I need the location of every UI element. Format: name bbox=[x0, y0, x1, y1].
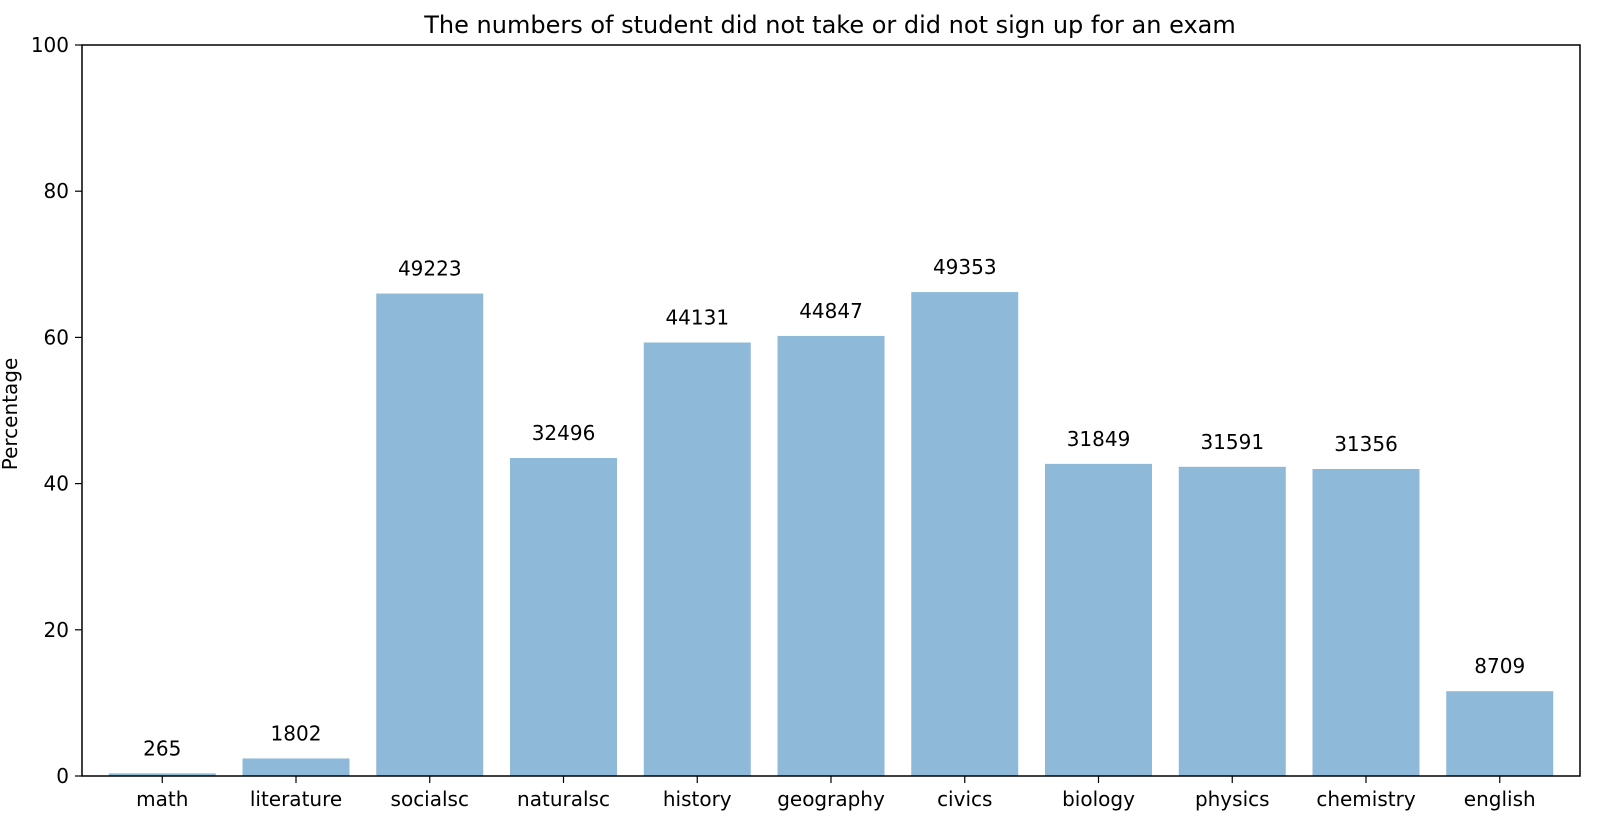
data-label-math: 265 bbox=[143, 736, 181, 760]
bar-english bbox=[1446, 691, 1554, 776]
plot-frame bbox=[81, 44, 1581, 777]
x-tick-label-physics: physics bbox=[1195, 787, 1270, 811]
bar-civics bbox=[911, 292, 1019, 776]
data-labels-group: 265 1802 49223 32496 44131 44847 49353 31849 315… bbox=[143, 255, 1525, 760]
chart-title: The numbers of student did not take or d… bbox=[423, 11, 1235, 39]
data-label-physics: 31591 bbox=[1200, 430, 1264, 454]
y-tick-label: 40 bbox=[44, 472, 69, 496]
data-label-english: 8709 bbox=[1474, 654, 1525, 678]
bar-biology bbox=[1045, 463, 1152, 776]
y-axis-label: Percentage bbox=[0, 358, 22, 471]
data-label-literature: 1802 bbox=[271, 721, 322, 745]
bar-socialsc bbox=[376, 293, 484, 776]
y-tick-label: 0 bbox=[56, 764, 69, 788]
y-tick-label: 100 bbox=[31, 33, 69, 57]
x-tick-label-literature: literature bbox=[250, 787, 342, 811]
y-axis-ticks: 0 20 40 60 80 100 bbox=[31, 33, 82, 788]
data-label-chemistry: 31356 bbox=[1334, 432, 1398, 456]
y-tick-label: 20 bbox=[44, 618, 69, 642]
bar-naturalsc bbox=[510, 458, 617, 776]
x-tick-label-geography: geography bbox=[777, 787, 885, 811]
data-label-naturalsc: 32496 bbox=[532, 421, 596, 445]
data-label-civics: 49353 bbox=[933, 255, 997, 279]
bars-group bbox=[108, 292, 1554, 776]
x-tick-label-history: history bbox=[663, 787, 732, 811]
bar-geography bbox=[777, 335, 885, 776]
data-label-geography: 44847 bbox=[799, 299, 863, 323]
bar-literature bbox=[242, 758, 350, 776]
x-tick-label-math: math bbox=[136, 787, 188, 811]
y-tick-label: 80 bbox=[44, 179, 69, 203]
x-tick-label-chemistry: chemistry bbox=[1316, 787, 1416, 811]
data-label-biology: 31849 bbox=[1067, 427, 1131, 451]
x-tick-label-english: english bbox=[1464, 787, 1536, 811]
data-label-socialsc: 49223 bbox=[398, 257, 462, 281]
bar-history bbox=[643, 342, 751, 776]
x-axis-ticks: math literature socialsc naturalsc history ge… bbox=[136, 776, 1536, 811]
x-tick-label-biology: biology bbox=[1062, 787, 1135, 811]
x-tick-label-socialsc: socialsc bbox=[391, 787, 469, 811]
bar-chemistry bbox=[1312, 468, 1420, 776]
x-tick-label-civics: civics bbox=[937, 787, 992, 811]
x-tick-label-naturalsc: naturalsc bbox=[517, 787, 610, 811]
bar-physics bbox=[1178, 466, 1286, 776]
y-tick-label: 60 bbox=[44, 325, 69, 349]
data-label-history: 44131 bbox=[665, 306, 729, 330]
bar-math bbox=[108, 773, 216, 776]
